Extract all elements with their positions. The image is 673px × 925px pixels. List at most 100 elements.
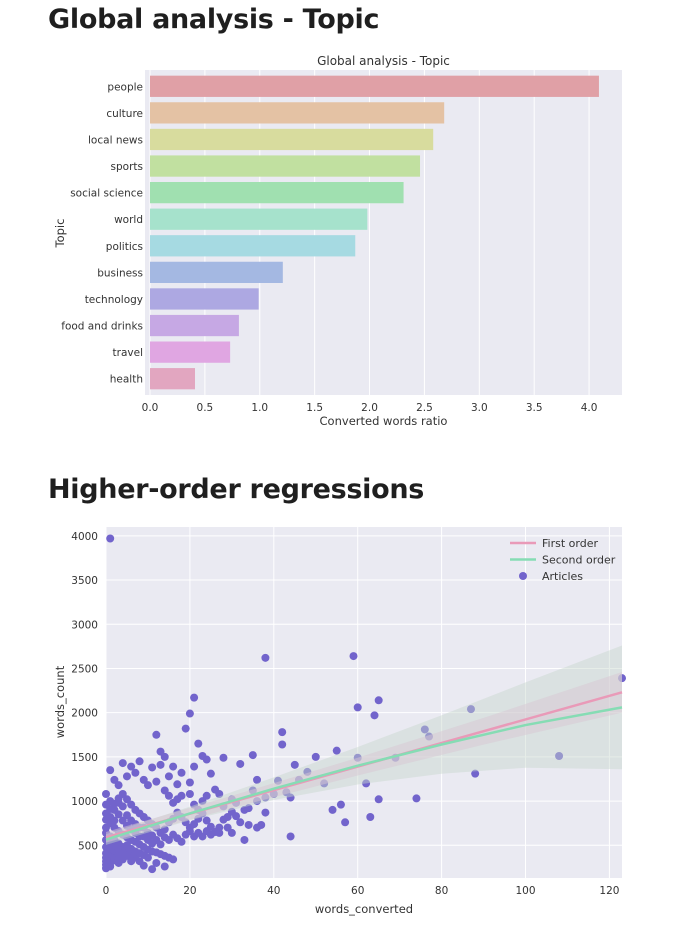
bar-x-tick-label: 1.5 (306, 402, 323, 414)
scatter-point (219, 815, 228, 824)
scatter-point (164, 772, 173, 781)
bar-y-tick-label: social science (70, 188, 143, 200)
scatter-point (198, 751, 207, 760)
scatter-x-tick-label: 100 (515, 885, 535, 897)
bar-business (150, 261, 283, 284)
scatter-point (244, 804, 253, 813)
bar-y-tick-label: politics (106, 241, 143, 253)
scatter-point (332, 746, 341, 755)
scatter-point (236, 818, 245, 827)
scatter-point (466, 705, 475, 714)
scatter-y-tick-label: 1500 (71, 752, 98, 764)
scatter-point (253, 823, 262, 832)
scatter-point (236, 759, 245, 768)
bar-y-tick-label: food and drinks (61, 321, 143, 333)
section-heading-topic: Global analysis - Topic (48, 4, 380, 35)
scatter-point (143, 835, 152, 844)
scatter-point (219, 753, 228, 762)
scatter-point (156, 840, 165, 849)
bar-technology (150, 288, 259, 310)
scatter-point (190, 693, 199, 702)
bar-x-tick-label: 0.5 (197, 402, 214, 414)
scatter-point (202, 816, 211, 825)
section-heading-regressions: Higher-order regressions (48, 474, 425, 505)
bar-culture (150, 102, 445, 124)
scatter-point (366, 812, 375, 821)
bar-x-tick-label: 1.0 (251, 402, 268, 414)
bar-x-tick-label: 0.0 (142, 402, 159, 414)
bar-plot-area (145, 70, 622, 395)
bar-y-tick-label: local news (88, 134, 143, 146)
scatter-point (227, 828, 236, 837)
scatter-point (349, 652, 358, 661)
bar-y-tick-label: people (107, 81, 143, 93)
scatter-point (152, 777, 161, 786)
scatter-point (286, 793, 295, 802)
scatter-y-tick-label: 2500 (71, 663, 98, 675)
bar-local-news (150, 128, 434, 151)
scatter-point (253, 775, 262, 784)
scatter-point (328, 805, 337, 814)
bar-y-tick-label: world (114, 214, 143, 226)
bar-world (150, 208, 368, 230)
bar-x-tick-label: 3.5 (526, 402, 543, 414)
scatter-point (412, 794, 421, 803)
scatter-point (311, 752, 320, 761)
scatter-point (127, 762, 136, 771)
scatter-point (374, 696, 383, 705)
scatter-y-tick-label: 500 (78, 840, 98, 852)
scatter-legend: First order Second order Articles (510, 537, 616, 583)
bar-food-and-drinks (150, 314, 239, 337)
scatter-point (152, 858, 161, 867)
scatter-point (177, 837, 186, 846)
bar-x-ticks: 0.0 0.5 1.0 1.5 2.0 2.5 3.0 3.5 4.0 (142, 402, 598, 414)
scatter-x-tick-label: 0 (103, 885, 110, 897)
scatter-point (177, 791, 186, 800)
bar-y-tick-label: travel (113, 347, 143, 359)
scatter-y-tick-label: 3000 (71, 619, 98, 631)
scatter-point (194, 739, 203, 748)
scatter-point (471, 769, 480, 778)
scatter-point (114, 798, 123, 807)
bar-y-tick-label: health (110, 374, 143, 386)
scatter-point (202, 791, 211, 800)
scatter-point (181, 724, 190, 733)
bar-x-axis-title: Converted words ratio (320, 414, 448, 428)
bar-health (150, 368, 196, 390)
scatter-x-tick-label: 20 (183, 885, 196, 897)
bar-x-tick-label: 4.0 (581, 402, 598, 414)
scatter-point (244, 820, 253, 829)
second-order-line (105, 706, 623, 841)
scatter-point (215, 828, 224, 837)
scatter-y-axis-title: words_count (53, 665, 67, 738)
scatter-x-tick-label: 80 (435, 885, 448, 897)
scatter-y-tick-label: 1000 (71, 796, 98, 808)
bar-x-tick-label: 2.0 (361, 402, 378, 414)
bar-x-tick-label: 2.5 (416, 402, 433, 414)
scatter-point (374, 795, 383, 804)
bar-travel (150, 341, 231, 363)
topic-bar-chart: 0.0 0.5 1.0 1.5 2.0 2.5 3.0 3.5 4.0 people cultur… (53, 54, 622, 428)
scatter-point (110, 805, 119, 814)
scatter-point (114, 781, 123, 790)
scatter-point (261, 653, 270, 662)
bar-social-science (150, 181, 404, 204)
scatter-x-tick-label: 40 (267, 885, 280, 897)
scatter-point (152, 730, 161, 739)
bar-people (150, 75, 599, 97)
legend-label: Articles (542, 570, 583, 583)
bar-y-tick-label: technology (85, 294, 143, 306)
scatter-point (143, 781, 152, 790)
bar-politics (150, 235, 356, 257)
legend-swatch-articles (519, 572, 527, 580)
scatter-point (102, 790, 110, 799)
bar-sports (150, 155, 421, 177)
scatter-point (169, 762, 178, 771)
scatter-point (278, 740, 287, 749)
scatter-point (555, 751, 564, 760)
scatter-point (227, 807, 236, 816)
scatter-point (185, 709, 194, 718)
scatter-point (336, 800, 345, 809)
scatter-point (106, 534, 115, 543)
